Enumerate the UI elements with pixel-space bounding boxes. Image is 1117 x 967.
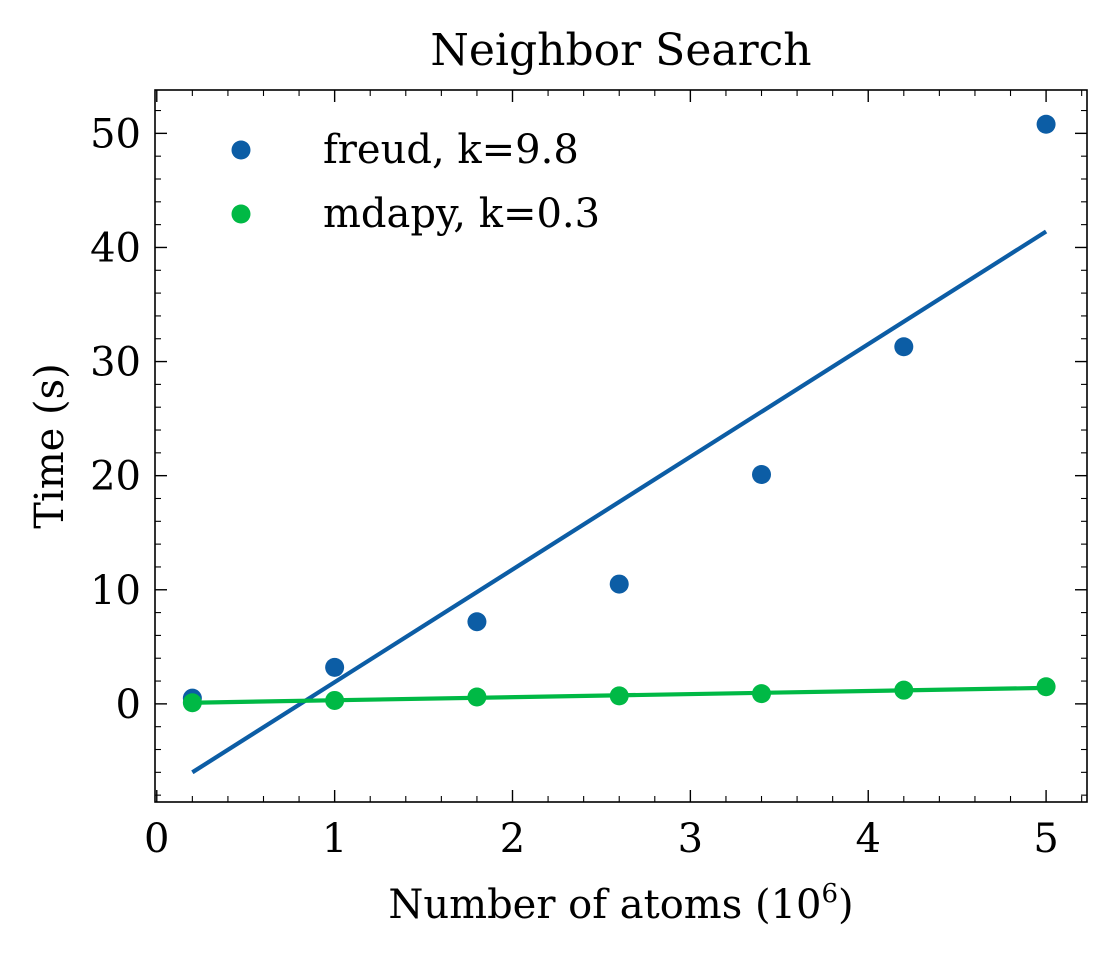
x-tick-label: 1 bbox=[322, 816, 347, 862]
mdapy-data-point bbox=[609, 686, 629, 706]
plot-frame bbox=[154, 89, 1088, 803]
mdapy-data-point bbox=[752, 684, 772, 704]
x-axis-label-suffix: ) bbox=[838, 882, 854, 928]
freud-data-point bbox=[325, 657, 345, 677]
legend-label-freud: freud, k=9.8 bbox=[323, 127, 579, 173]
chart-title: Neighbor Search bbox=[430, 25, 811, 76]
x-tick-label: 3 bbox=[678, 816, 703, 862]
y-tick-label: 10 bbox=[90, 568, 141, 614]
y-axis-label: Time (s) bbox=[27, 363, 73, 529]
freud-data-point bbox=[609, 574, 629, 594]
x-axis-label-exponent: 6 bbox=[821, 879, 838, 909]
legend: freud, k=9.8 mdapy, k=0.3 bbox=[231, 127, 600, 237]
freud-data-point bbox=[752, 465, 772, 485]
y-tick-label: 40 bbox=[90, 225, 141, 271]
mdapy-data-point bbox=[1036, 677, 1056, 697]
y-tick-label: 20 bbox=[90, 454, 141, 500]
legend-marker-freud bbox=[231, 140, 251, 160]
y-tick-label: 30 bbox=[90, 340, 141, 386]
legend-marker-mdapy bbox=[231, 204, 251, 224]
x-tick-label: 4 bbox=[856, 816, 881, 862]
freud-fit-line bbox=[191, 229, 1048, 775]
series-layer bbox=[182, 114, 1056, 775]
freud-data-point bbox=[1036, 114, 1056, 134]
y-tick-label: 50 bbox=[90, 111, 141, 157]
x-axis-label: Number of atoms (106) bbox=[388, 879, 853, 928]
x-tick-label: 2 bbox=[500, 816, 525, 862]
mdapy-data-point bbox=[325, 690, 345, 710]
y-tick-label: 0 bbox=[116, 682, 141, 728]
freud-data-point bbox=[894, 337, 914, 357]
freud-data-point bbox=[467, 612, 487, 632]
mdapy-data-point bbox=[894, 680, 914, 700]
mdapy-data-point bbox=[182, 693, 202, 713]
x-axis-label-main: Number of atoms (10 bbox=[388, 882, 821, 928]
x-tick-label: 5 bbox=[1033, 816, 1058, 862]
legend-label-mdapy: mdapy, k=0.3 bbox=[323, 191, 600, 237]
x-tick-label: 0 bbox=[144, 816, 169, 862]
mdapy-data-point bbox=[467, 687, 487, 707]
